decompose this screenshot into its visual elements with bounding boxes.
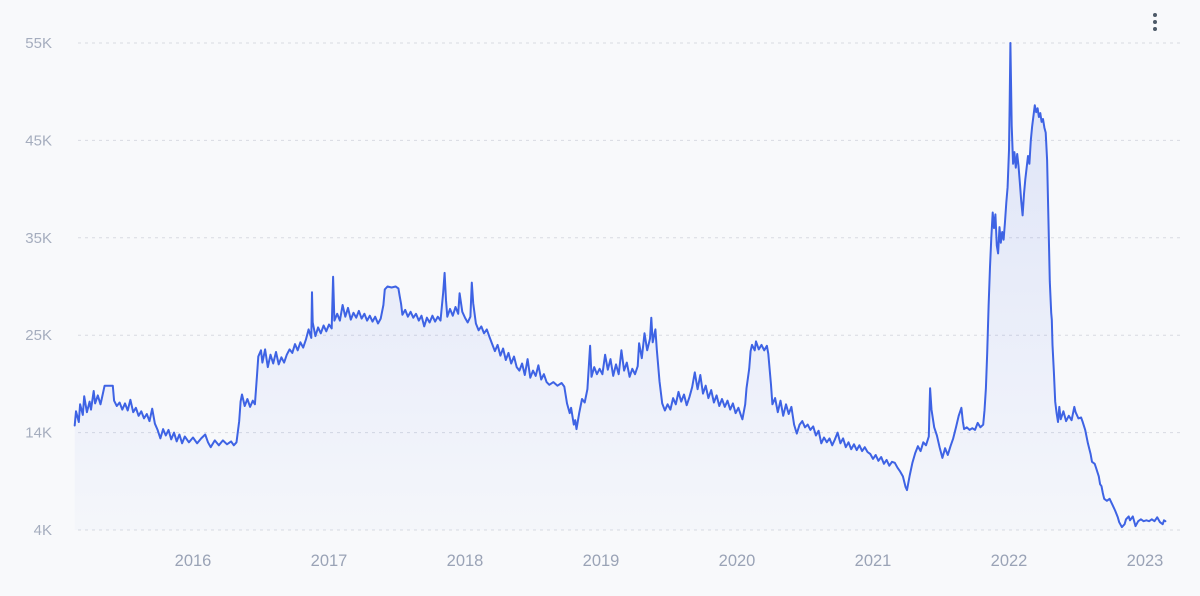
y-tick-label: 14K	[25, 425, 52, 442]
x-tick-label: 2020	[719, 552, 756, 570]
series-area	[74, 43, 1166, 530]
x-tick-label: 2019	[583, 552, 620, 570]
x-tick-label: 2021	[855, 552, 892, 570]
x-axis-labels: 2016 2017 2018 2019 2020 2021 2022 2023	[175, 552, 1164, 570]
kebab-dot-icon	[1153, 20, 1157, 24]
y-tick-label: 25K	[25, 327, 52, 344]
x-tick-label: 2022	[991, 552, 1028, 570]
y-axis-labels: 55K 45K 35K 25K 14K 4K	[25, 35, 52, 539]
y-tick-label: 35K	[25, 230, 52, 247]
y-tick-label: 45K	[25, 132, 52, 149]
x-tick-label: 2023	[1127, 552, 1164, 570]
series-line[interactable]	[73, 42, 1167, 529]
x-tick-label: 2017	[311, 552, 348, 570]
x-tick-label: 2018	[447, 552, 484, 570]
kebab-menu-button[interactable]	[1148, 9, 1162, 35]
x-tick-label: 2016	[175, 552, 212, 570]
y-tick-label: 55K	[25, 35, 52, 52]
kebab-dot-icon	[1153, 13, 1157, 17]
kebab-dot-icon	[1153, 27, 1157, 31]
y-tick-label: 4K	[34, 522, 52, 539]
